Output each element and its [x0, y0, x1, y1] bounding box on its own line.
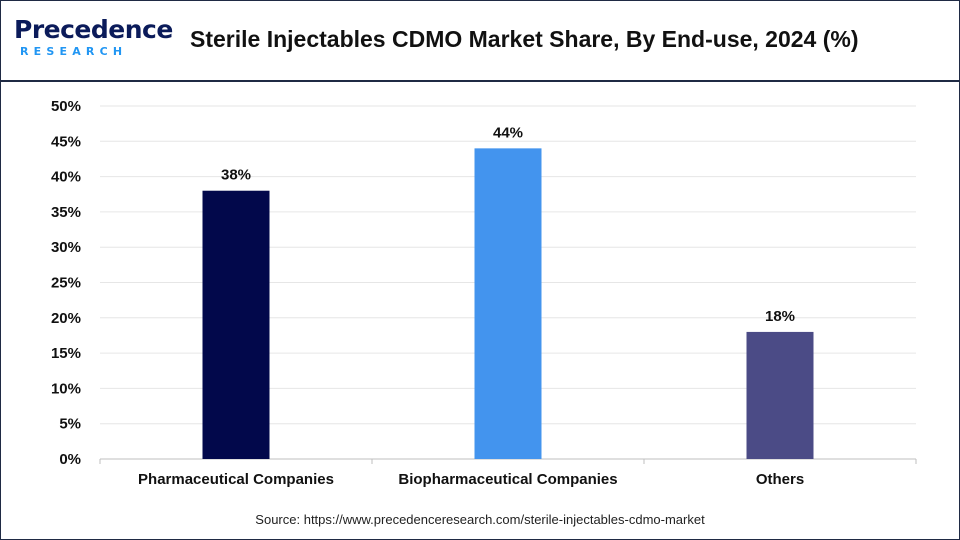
y-tick-label: 20% — [51, 310, 81, 327]
y-tick-label: 50% — [51, 98, 81, 115]
brand-logo: Precedence RESEARCH — [14, 16, 173, 66]
y-tick-label: 30% — [51, 239, 81, 256]
bar-chart: 0% 5% 10% 15% 20% 25% 30% 35% 40% 45% 50% 38% Pharma… — [51, 98, 917, 488]
y-tick-label: 0% — [59, 451, 81, 468]
source-note: Source: https://www.precedenceresearch.c… — [255, 512, 705, 527]
data-label: 18% — [765, 308, 795, 325]
logo-text-bottom: RESEARCH — [20, 45, 128, 58]
chart-title: Sterile Injectables CDMO Market Share, B… — [190, 26, 859, 52]
y-tick-label: 10% — [51, 380, 81, 397]
header: Precedence RESEARCH Sterile Injectables … — [0, 0, 960, 80]
bar — [202, 190, 270, 459]
y-tick-label: 15% — [51, 345, 81, 362]
logo-text-top: Precedence — [14, 15, 173, 44]
y-tick-label: 45% — [51, 133, 81, 150]
x-tick-label: Biopharmaceutical Companies — [398, 471, 617, 488]
y-tick-label: 5% — [59, 416, 81, 433]
bar — [474, 148, 542, 460]
y-tick-label: 40% — [51, 169, 81, 186]
data-label: 44% — [493, 124, 523, 141]
y-tick-label: 25% — [51, 275, 81, 292]
data-label: 38% — [221, 167, 251, 184]
bar — [746, 331, 814, 459]
x-tick-label: Pharmaceutical Companies — [138, 471, 334, 488]
x-tick-label: Others — [756, 471, 804, 488]
y-tick-label: 35% — [51, 204, 81, 221]
header-divider — [0, 80, 960, 82]
